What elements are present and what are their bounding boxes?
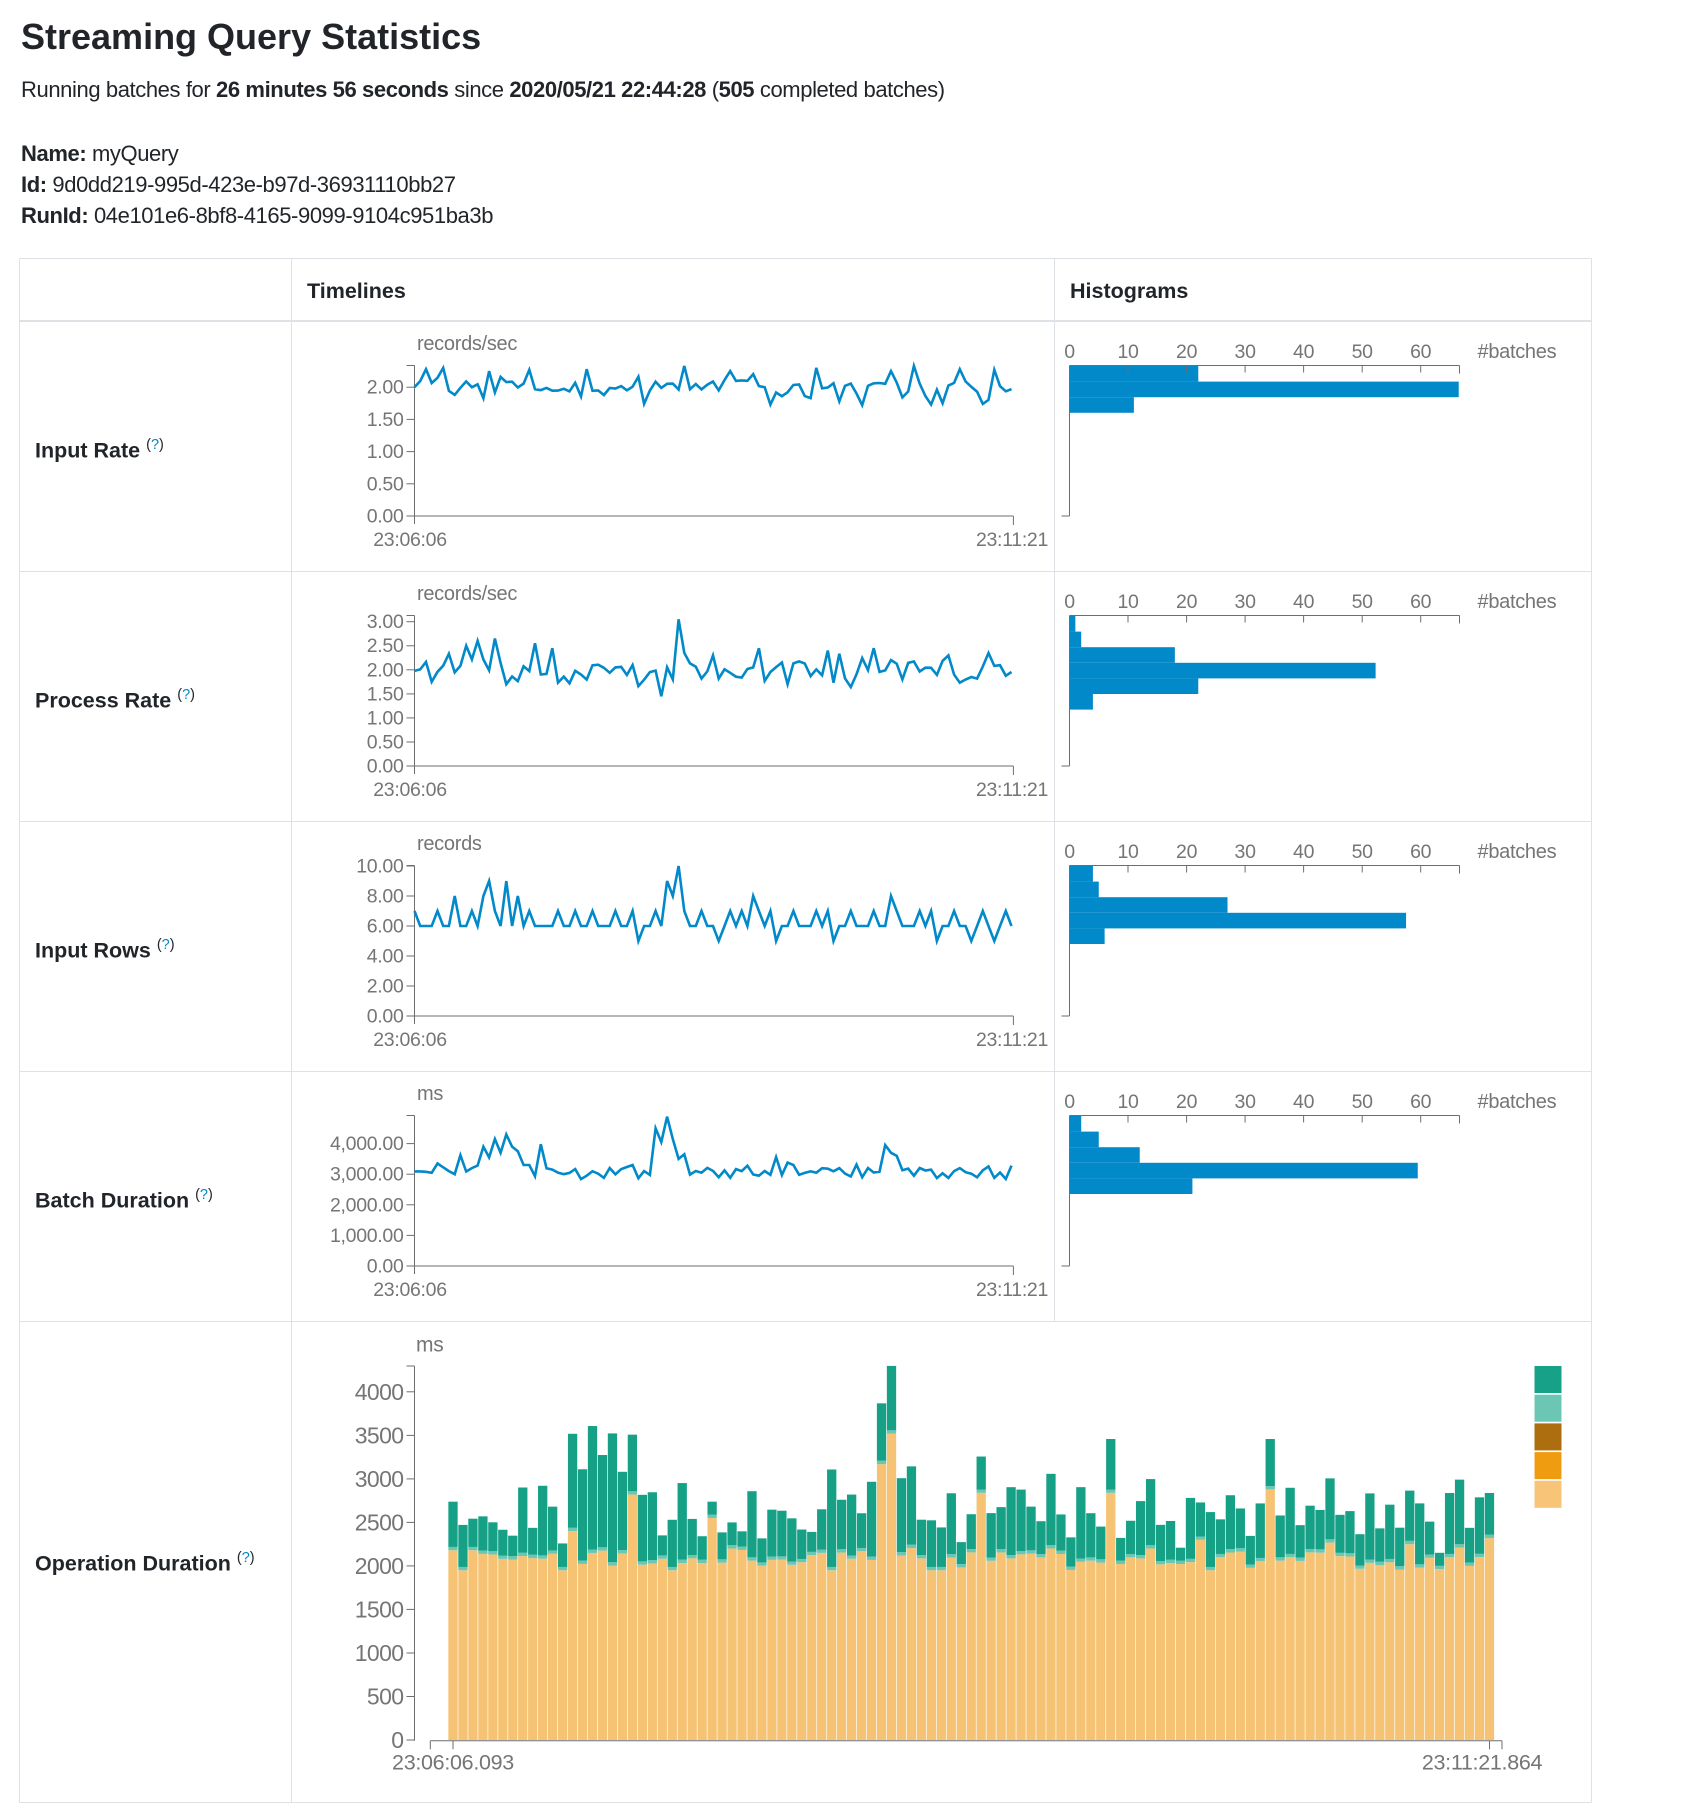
svg-text:10: 10: [1117, 341, 1139, 363]
svg-text:0: 0: [1064, 1091, 1075, 1113]
svg-text:20: 20: [1176, 341, 1198, 363]
svg-text:2.50: 2.50: [367, 635, 404, 657]
svg-text:20: 20: [1176, 841, 1198, 863]
svg-text:2000: 2000: [355, 1553, 404, 1579]
svg-text:23:11:21.864: 23:11:21.864: [1422, 1751, 1543, 1775]
svg-text:40: 40: [1293, 841, 1315, 863]
svg-text:0: 0: [1064, 341, 1075, 363]
svg-text:1.50: 1.50: [367, 409, 404, 431]
svg-text:60: 60: [1410, 841, 1432, 863]
svg-text:0.00: 0.00: [367, 1006, 404, 1028]
svg-text:#batches: #batches: [1478, 841, 1557, 863]
svg-text:0: 0: [1064, 591, 1075, 613]
svg-text:0: 0: [391, 1727, 403, 1753]
svg-text:#batches: #batches: [1478, 591, 1557, 613]
svg-text:60: 60: [1410, 341, 1432, 363]
svg-text:2.00: 2.00: [367, 976, 404, 998]
svg-text:50: 50: [1352, 591, 1374, 613]
svg-text:#batches: #batches: [1478, 341, 1557, 363]
svg-text:ms: ms: [416, 1334, 443, 1357]
svg-text:4000: 4000: [355, 1379, 404, 1405]
svg-text:0: 0: [1064, 841, 1075, 863]
svg-text:0.00: 0.00: [367, 1256, 404, 1278]
svg-text:30: 30: [1235, 591, 1257, 613]
svg-text:0.00: 0.00: [367, 756, 404, 778]
svg-text:records: records: [417, 833, 482, 855]
svg-text:4,000.00: 4,000.00: [330, 1133, 404, 1155]
svg-text:23:06:06: 23:06:06: [373, 1029, 447, 1051]
svg-text:30: 30: [1235, 841, 1257, 863]
svg-text:10: 10: [1117, 591, 1139, 613]
svg-text:8.00: 8.00: [367, 886, 404, 908]
svg-text:10: 10: [1117, 1091, 1139, 1113]
svg-text:23:06:06.093: 23:06:06.093: [392, 1751, 514, 1775]
svg-text:3.00: 3.00: [367, 611, 404, 633]
svg-text:40: 40: [1293, 341, 1315, 363]
svg-text:0.00: 0.00: [367, 506, 404, 528]
svg-text:1.00: 1.00: [367, 707, 404, 729]
svg-text:0.50: 0.50: [367, 473, 404, 495]
svg-text:40: 40: [1293, 591, 1315, 613]
svg-text:#batches: #batches: [1478, 1091, 1557, 1113]
svg-text:10: 10: [1117, 841, 1139, 863]
svg-text:500: 500: [367, 1684, 404, 1710]
svg-text:23:06:06: 23:06:06: [373, 529, 447, 551]
svg-text:30: 30: [1235, 341, 1257, 363]
svg-text:10.00: 10.00: [356, 856, 404, 878]
svg-text:30: 30: [1235, 1091, 1257, 1113]
svg-text:20: 20: [1176, 1091, 1198, 1113]
svg-text:3000: 3000: [355, 1466, 404, 1492]
svg-text:1500: 1500: [355, 1596, 404, 1622]
svg-text:records/sec: records/sec: [417, 583, 517, 605]
svg-text:1000: 1000: [355, 1640, 404, 1666]
svg-text:1.50: 1.50: [367, 683, 404, 705]
svg-text:20: 20: [1176, 591, 1198, 613]
svg-text:1,000.00: 1,000.00: [330, 1225, 404, 1247]
svg-text:3,000.00: 3,000.00: [330, 1164, 404, 1186]
svg-text:60: 60: [1410, 591, 1432, 613]
svg-text:50: 50: [1352, 341, 1374, 363]
svg-text:2,000.00: 2,000.00: [330, 1194, 404, 1216]
svg-text:23:11:21: 23:11:21: [976, 779, 1048, 801]
svg-text:ms: ms: [417, 1083, 443, 1105]
svg-text:2500: 2500: [355, 1509, 404, 1535]
svg-text:23:11:21: 23:11:21: [976, 1279, 1048, 1301]
svg-text:23:06:06: 23:06:06: [373, 779, 447, 801]
svg-text:3500: 3500: [355, 1422, 404, 1448]
svg-text:4.00: 4.00: [367, 946, 404, 968]
svg-text:23:06:06: 23:06:06: [373, 1279, 447, 1301]
svg-text:60: 60: [1410, 1091, 1432, 1113]
svg-text:1.00: 1.00: [367, 441, 404, 463]
svg-text:records/sec: records/sec: [417, 333, 517, 355]
svg-text:23:11:21: 23:11:21: [976, 529, 1048, 551]
svg-text:40: 40: [1293, 1091, 1315, 1113]
svg-text:23:11:21: 23:11:21: [976, 1029, 1048, 1051]
svg-text:0.50: 0.50: [367, 732, 404, 754]
svg-text:50: 50: [1352, 1091, 1374, 1113]
svg-text:2.00: 2.00: [367, 377, 404, 399]
svg-text:2.00: 2.00: [367, 659, 404, 681]
svg-text:6.00: 6.00: [367, 916, 404, 938]
svg-text:50: 50: [1352, 841, 1374, 863]
